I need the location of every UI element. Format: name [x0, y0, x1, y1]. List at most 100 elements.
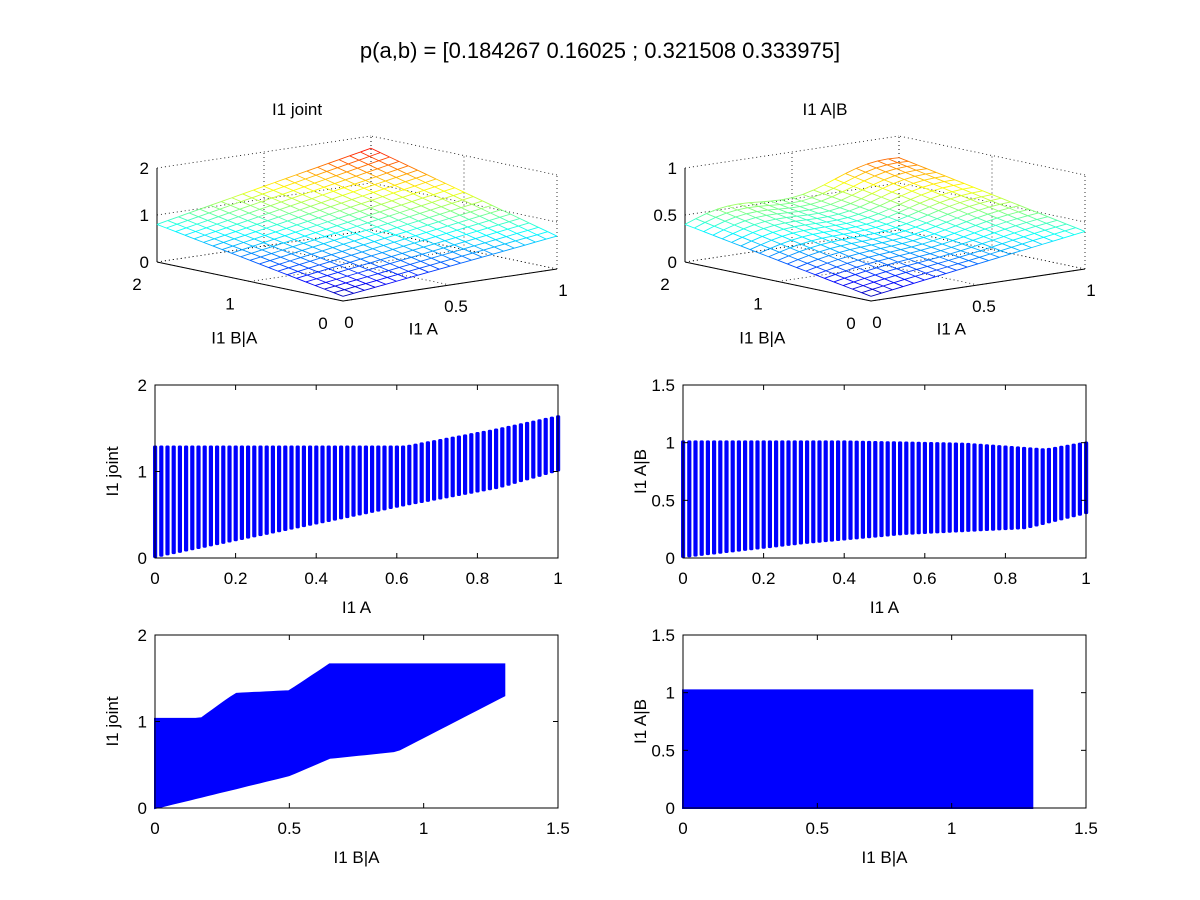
surface-line: [479, 212, 491, 217]
surface-line: [319, 264, 329, 270]
surface-line: [843, 182, 854, 187]
surface-line: [910, 194, 922, 200]
surface-line: [359, 207, 371, 212]
surface-line: [516, 233, 527, 239]
surface-line: [381, 203, 391, 209]
surface-line: [283, 182, 295, 187]
surface-line: [833, 277, 845, 283]
surface-line: [913, 182, 923, 188]
surface-line: [766, 214, 776, 220]
surface-line: [295, 170, 307, 176]
surface-line: [328, 159, 340, 164]
surface-line: [295, 231, 306, 237]
surface-line: [397, 169, 407, 175]
surface-line: [786, 217, 796, 222]
surface-line: [906, 164, 918, 167]
surface-line: [840, 243, 852, 247]
data-column: [401, 445, 406, 507]
surface-line: [871, 242, 883, 246]
surface-line: [924, 177, 935, 181]
surface-line: [844, 226, 856, 230]
surface-line: [486, 235, 496, 241]
x-tick-label: 0: [872, 313, 881, 332]
surface-line: [410, 208, 420, 214]
surface-line: [215, 231, 226, 236]
surface-line: [982, 243, 992, 248]
surface-line: [813, 184, 825, 191]
surface-line: [371, 196, 383, 201]
surface-line: [309, 260, 320, 266]
surface-line: [356, 276, 368, 281]
surface-line: [818, 212, 828, 218]
surface-line: [859, 206, 870, 211]
surface-line: [303, 182, 315, 188]
surface-line: [936, 218, 947, 223]
surface-line: [459, 211, 471, 216]
surface-line: [415, 177, 426, 183]
surface-line: [796, 267, 807, 272]
surface-line: [487, 224, 499, 229]
surface-line: [981, 194, 993, 198]
surface-line: [387, 219, 399, 224]
surface-line: [471, 256, 483, 261]
surface-line: [744, 220, 755, 226]
data-column: [761, 440, 766, 549]
surface-line: [290, 205, 300, 211]
surface-line: [899, 255, 909, 260]
surface-line: [882, 282, 894, 287]
data-column: [165, 445, 170, 556]
surface-line: [901, 195, 911, 200]
surface-line: [784, 222, 795, 228]
surface-line: [887, 261, 899, 266]
data-column: [159, 445, 164, 557]
surface-line: [839, 207, 850, 212]
surface-line: [887, 216, 898, 221]
surface-line: [922, 243, 932, 248]
data-column: [1065, 444, 1070, 519]
surface-line: [760, 239, 772, 246]
x-tick-label: 0: [150, 819, 159, 838]
surface-line: [356, 279, 366, 284]
x-axis-line: [870, 268, 1086, 302]
surface-line: [781, 199, 791, 204]
surface-line: [385, 176, 397, 182]
surface-line: [307, 217, 319, 222]
surface-line: [899, 252, 911, 257]
surface-line: [808, 255, 819, 260]
data-column: [1003, 445, 1008, 531]
surface-line: [885, 168, 897, 173]
data-column: [444, 437, 449, 499]
surface-line: [342, 195, 353, 200]
surface-line: [850, 198, 862, 204]
surface-line: [338, 155, 350, 161]
surface-line: [375, 172, 387, 178]
surface-line: [959, 256, 969, 261]
surface-line: [902, 186, 913, 192]
surface-line: [366, 226, 378, 231]
surface-line: [334, 285, 345, 291]
data-column: [419, 442, 424, 503]
surface-line: [791, 236, 803, 241]
data-column: [208, 445, 213, 547]
surface-line: [861, 288, 873, 294]
surface-line: [288, 213, 299, 218]
surface-line: [395, 234, 406, 240]
surface-line: [451, 199, 463, 204]
surface-line: [446, 229, 458, 234]
surface-line: [406, 227, 418, 233]
data-column: [910, 441, 915, 535]
surface-line: [358, 155, 370, 161]
surface-line: [496, 228, 508, 233]
surface-line: [994, 228, 1006, 234]
surface-line: [268, 263, 280, 268]
surface-line: [337, 271, 348, 277]
surface-line: [372, 245, 384, 250]
surface-line: [885, 268, 897, 273]
surface-line: [982, 190, 993, 195]
surface-line: [208, 212, 219, 218]
surface-line: [314, 182, 325, 188]
surface-line: [239, 208, 250, 214]
surface-line: [331, 254, 341, 259]
surface-line: [749, 249, 760, 254]
surface-line: [287, 274, 297, 279]
